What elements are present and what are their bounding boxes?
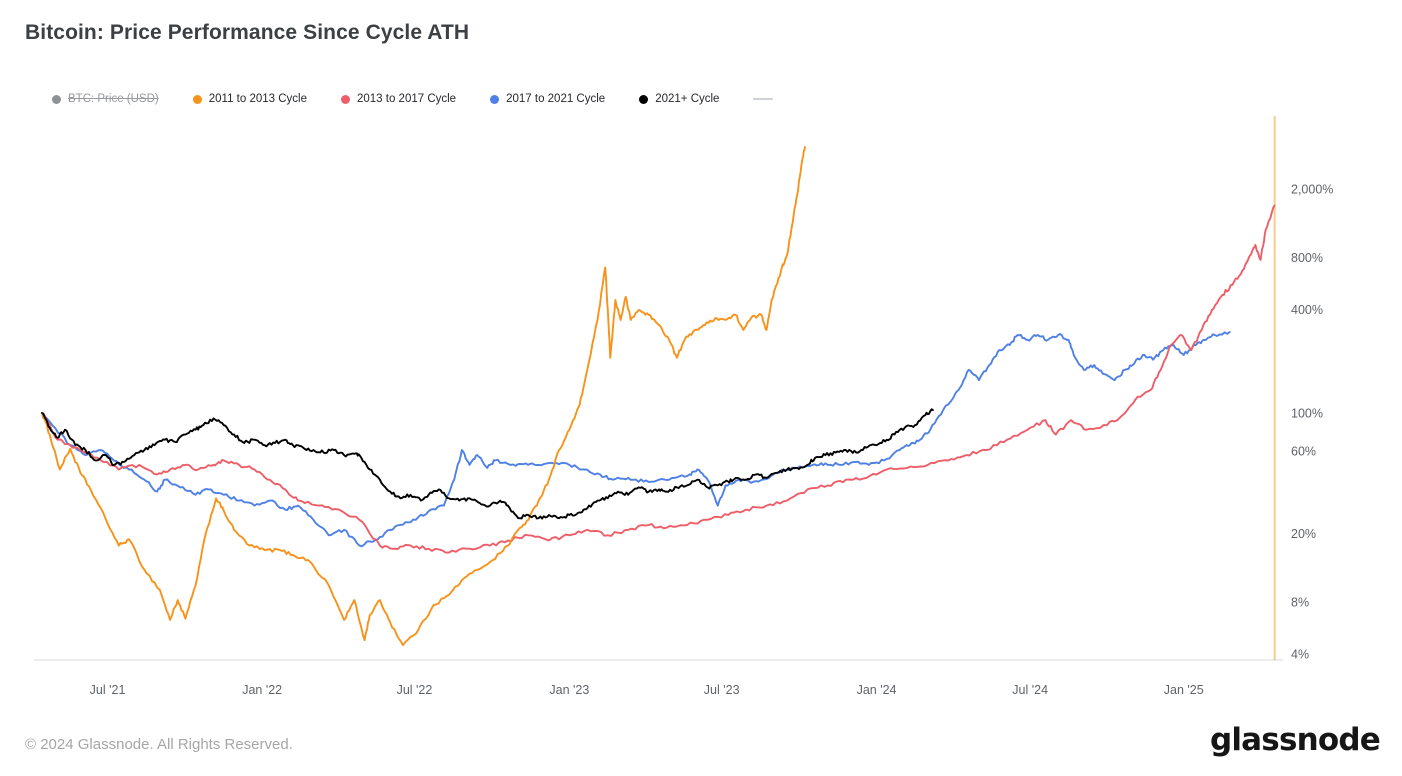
x-axis-tick-label: Jul '23 (704, 683, 740, 697)
x-axis-tick-label: Jul '22 (397, 683, 433, 697)
series-line-2017-to-2021-cycle (41, 331, 1231, 548)
y-axis-tick-label: 100% (1291, 407, 1323, 421)
series-line-2011-to-2013-cycle (41, 146, 806, 647)
legend-item-label: 2011 to 2013 Cycle (208, 93, 307, 105)
chart-title: Bitcoin: Price Performance Since Cycle A… (25, 21, 470, 44)
series-line-2013-to-2017-cycle (41, 204, 1276, 554)
legend-item-2017-to-2021-cycle[interactable]: 2017 to 2021 Cycle (490, 93, 605, 105)
y-axis-tick-label: 800% (1291, 251, 1323, 265)
series-color-dot-icon (490, 94, 500, 104)
y-axis-tick-label: 400% (1291, 303, 1323, 317)
y-axis-tick-label: 20% (1291, 527, 1316, 541)
series-color-dot-icon (192, 94, 202, 104)
legend-item-label: 2013 to 2017 Cycle (356, 93, 457, 105)
y-axis-tick-label: 8% (1291, 595, 1309, 609)
x-axis-tick-label: Jan '23 (549, 683, 589, 697)
series-line-2021-cycle (41, 408, 934, 520)
y-axis-tick-label: 4% (1291, 647, 1309, 661)
legend-item-2011-to-2013-cycle[interactable]: 2011 to 2013 Cycle (192, 93, 307, 105)
legend-item-2013-to-2017-cycle[interactable]: 2013 to 2017 Cycle (340, 93, 457, 105)
legend: BTC: Price (USD) 2011 to 2013 Cycle 2013 t… (52, 93, 774, 105)
x-axis-tick-label: Jul '21 (90, 683, 126, 697)
x-axis-tick-label: Jan '25 (1164, 683, 1204, 697)
legend-item-btc-price-usd[interactable]: BTC: Price (USD) (52, 93, 159, 105)
legend-item-marker-line[interactable] (753, 98, 774, 100)
legend-item-label: BTC: Price (USD) (68, 93, 159, 105)
series-color-dot-icon (340, 94, 350, 104)
dash-line-icon (753, 98, 774, 100)
legend-item-2021-cycle[interactable]: 2021+ Cycle (639, 93, 719, 105)
x-axis-tick-label: Jan '24 (857, 683, 897, 697)
series-color-dot-icon (639, 94, 649, 104)
series-color-dot-icon (52, 94, 61, 104)
y-axis-tick-label: 2,000% (1291, 182, 1333, 196)
copyright-text: © 2024 Glassnode. All Rights Reserved. (25, 736, 293, 753)
legend-item-label: 2021+ Cycle (655, 93, 720, 105)
y-axis-tick-label: 60% (1291, 445, 1316, 459)
glassnode-logo: glassnode (1209, 722, 1381, 758)
x-axis-tick-label: Jan '22 (242, 683, 282, 697)
legend-item-label: 2017 to 2021 Cycle (506, 93, 606, 105)
x-axis-tick-label: Jul '24 (1012, 683, 1048, 697)
